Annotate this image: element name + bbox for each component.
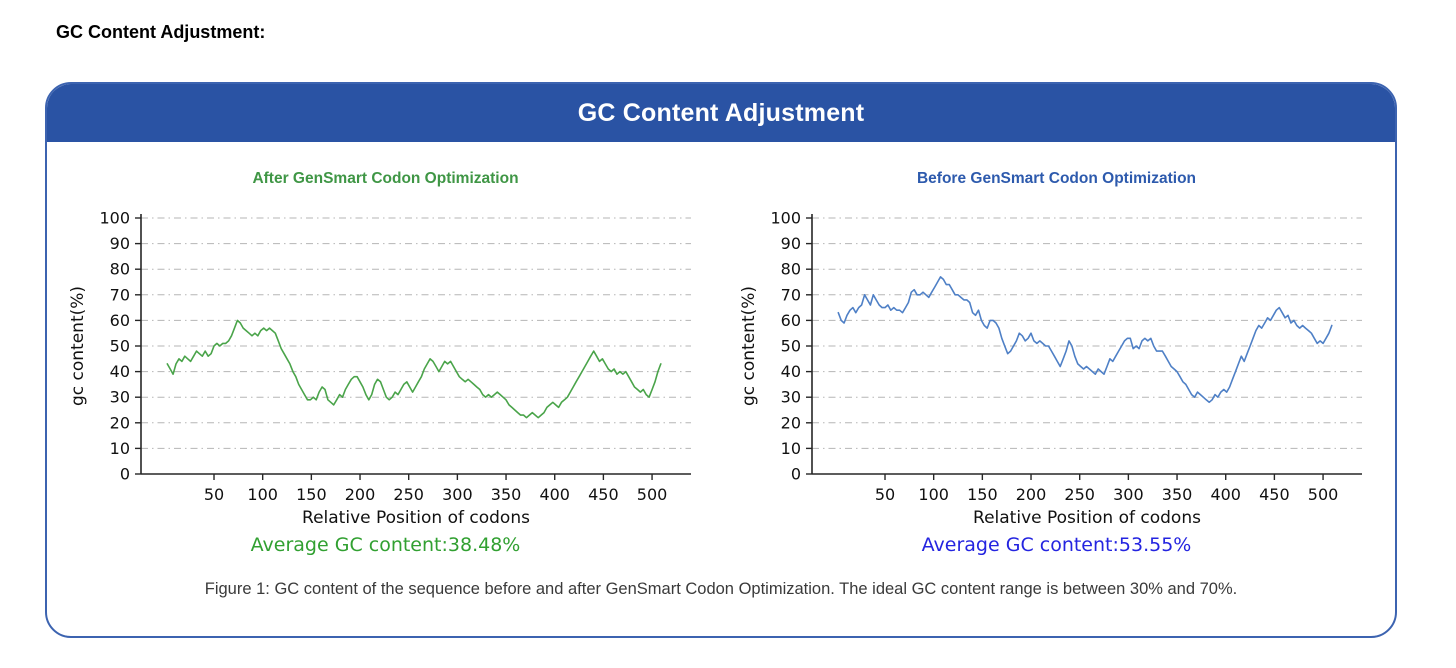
svg-text:gc content(%): gc content(%) [68, 286, 88, 406]
svg-text:200: 200 [345, 485, 376, 504]
svg-text:300: 300 [442, 485, 473, 504]
svg-text:200: 200 [1016, 485, 1047, 504]
svg-text:300: 300 [1113, 485, 1144, 504]
svg-text:50: 50 [110, 337, 130, 356]
svg-text:10: 10 [110, 439, 130, 458]
svg-text:20: 20 [781, 413, 801, 432]
average-gc-content-after: Average GC content:38.48% [250, 534, 521, 556]
svg-text:30: 30 [781, 388, 801, 407]
svg-text:100: 100 [247, 485, 278, 504]
svg-text:40: 40 [110, 362, 130, 381]
svg-text:400: 400 [1210, 485, 1241, 504]
svg-text:100: 100 [99, 209, 130, 228]
chart-before-optimization: Before GenSmart Codon Optimization 0 10 20… [734, 156, 1379, 556]
svg-text:30: 30 [110, 388, 130, 407]
panel-header: GC Content Adjustment [47, 84, 1395, 142]
svg-text:80: 80 [781, 260, 801, 279]
svg-text:450: 450 [588, 485, 619, 504]
svg-text:10: 10 [781, 439, 801, 458]
svg-text:450: 450 [1259, 485, 1290, 504]
chart-title-before: Before GenSmart Codon Optimization [916, 170, 1196, 187]
line-chart-before-svg: 0 10 20 30 40 50 60 70 80 90 100 50 100 150 200 250 300 3… [739, 209, 1362, 528]
gc-content-panel: GC Content Adjustment After GenSmart Cod… [45, 82, 1397, 638]
svg-text:40: 40 [781, 362, 801, 381]
svg-text:60: 60 [110, 311, 130, 330]
svg-text:150: 150 [967, 485, 998, 504]
line-chart-after-svg: 0 10 20 30 40 50 60 70 80 90 100 50 100 150 200 250 300 3… [68, 209, 691, 528]
svg-text:400: 400 [539, 485, 570, 504]
chart-title-after: After GenSmart Codon Optimization [252, 170, 519, 187]
page-heading: GC Content Adjustment: [56, 22, 266, 42]
svg-text:150: 150 [296, 485, 327, 504]
svg-text:60: 60 [781, 311, 801, 330]
svg-text:Relative Position of codons: Relative Position of codons [302, 508, 530, 528]
svg-text:Relative Position of codons: Relative Position of codons [973, 508, 1201, 528]
svg-text:gc content(%): gc content(%) [739, 286, 759, 406]
svg-text:80: 80 [110, 260, 130, 279]
svg-text:350: 350 [491, 485, 522, 504]
svg-text:50: 50 [781, 337, 801, 356]
svg-text:100: 100 [770, 209, 801, 228]
svg-text:0: 0 [791, 465, 801, 484]
svg-text:500: 500 [637, 485, 668, 504]
svg-text:500: 500 [1308, 485, 1339, 504]
average-gc-content-before: Average GC content:53.55% [921, 534, 1192, 556]
svg-text:70: 70 [781, 285, 801, 304]
svg-text:50: 50 [875, 485, 895, 504]
svg-text:250: 250 [393, 485, 424, 504]
svg-text:350: 350 [1162, 485, 1193, 504]
svg-text:90: 90 [110, 234, 130, 253]
svg-text:90: 90 [781, 234, 801, 253]
svg-text:0: 0 [120, 465, 130, 484]
svg-text:100: 100 [918, 485, 949, 504]
panel-title: GC Content Adjustment [577, 98, 865, 127]
svg-text:250: 250 [1064, 485, 1095, 504]
chart-after-optimization: After GenSmart Codon Optimization 0 10 20 3… [63, 156, 708, 556]
charts-row: After GenSmart Codon Optimization 0 10 20 3… [47, 142, 1395, 556]
svg-text:50: 50 [204, 485, 224, 504]
svg-text:70: 70 [110, 285, 130, 304]
svg-text:20: 20 [110, 413, 130, 432]
figure-caption: Figure 1: GC content of the sequence bef… [204, 580, 1238, 598]
